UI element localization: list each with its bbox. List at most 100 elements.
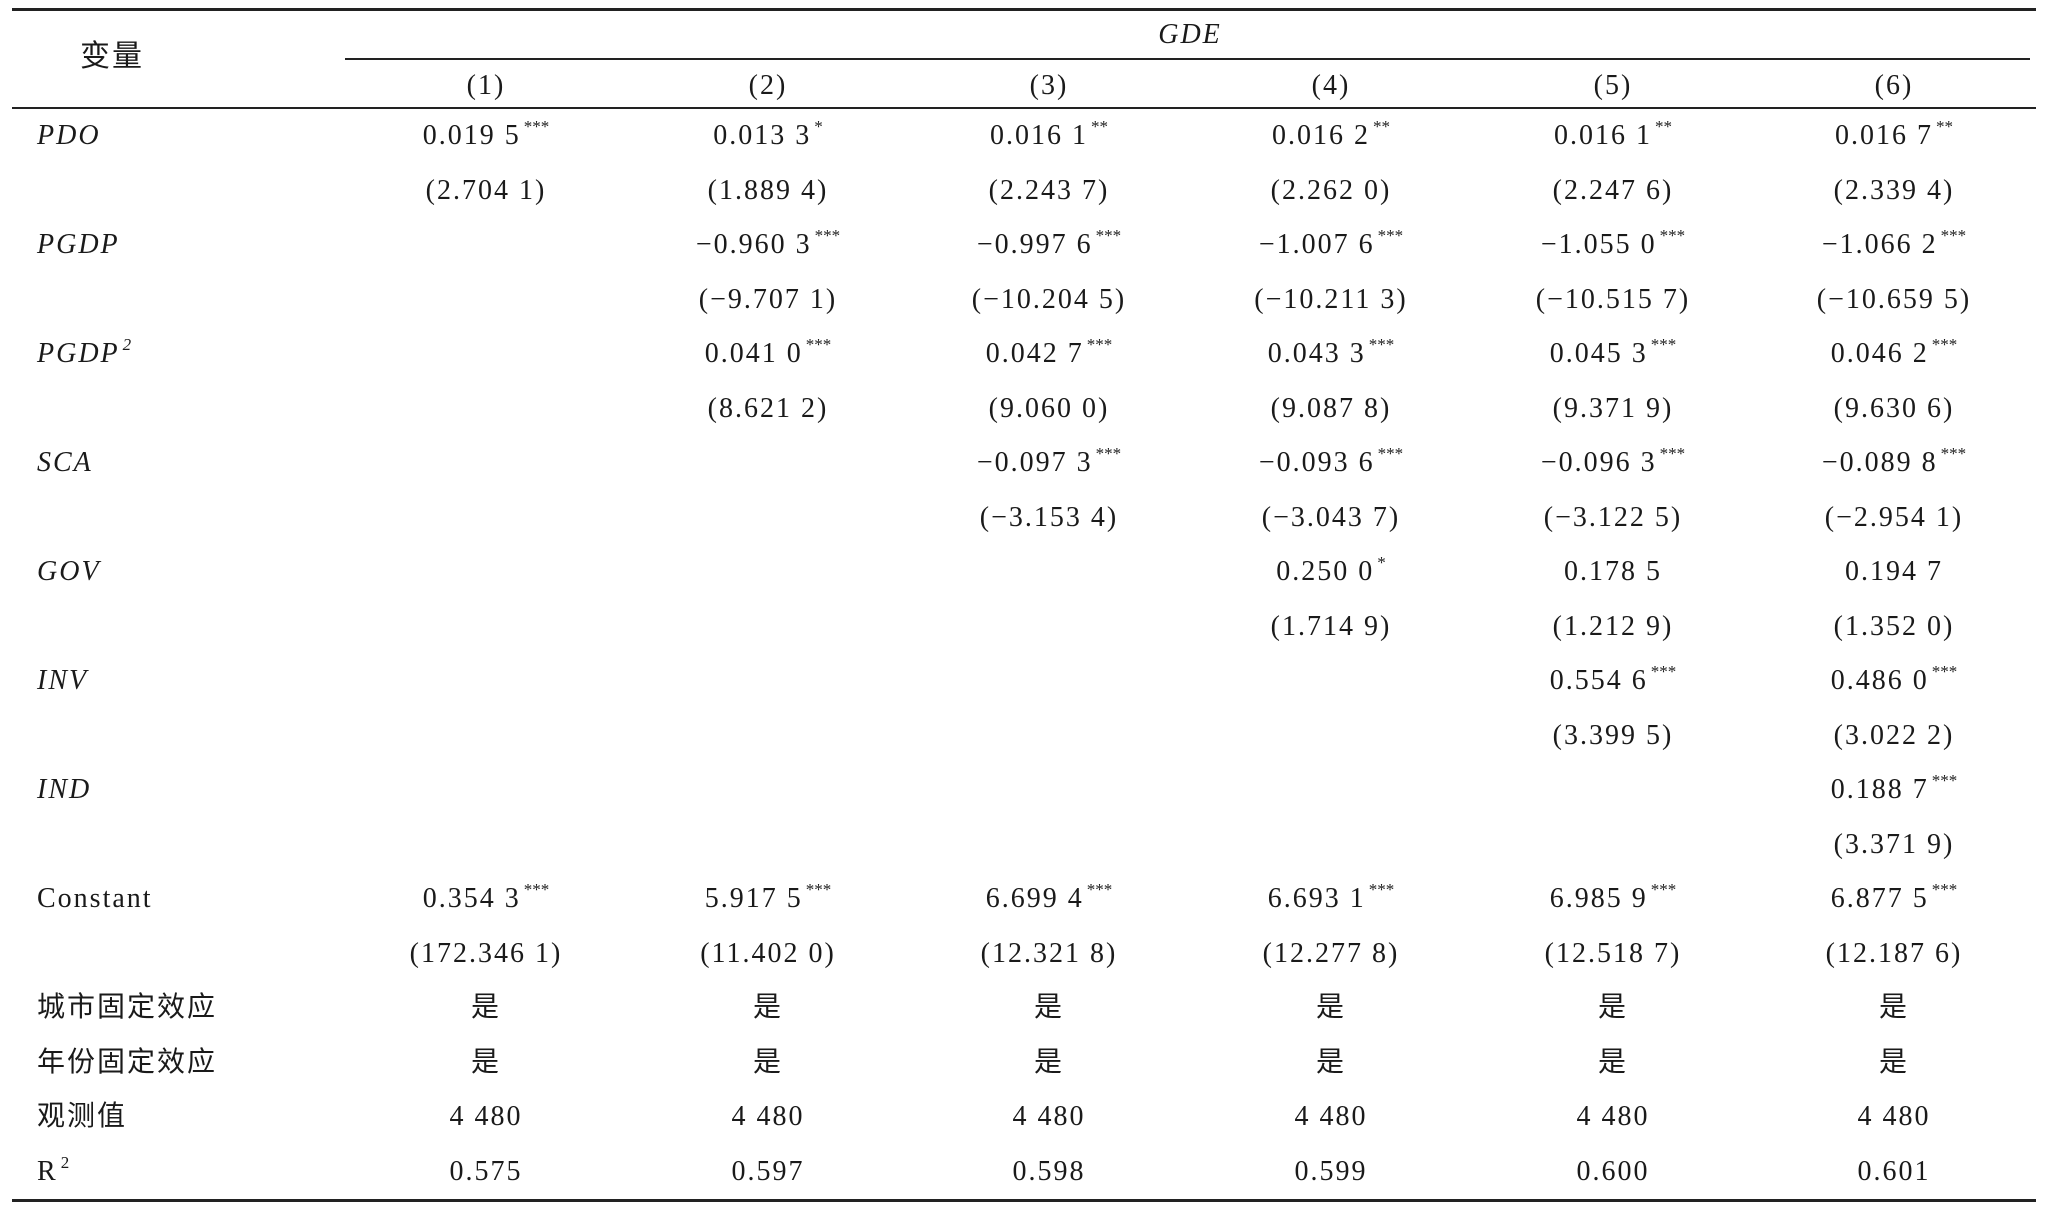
significance-stars: ***	[1095, 226, 1122, 245]
coefficient: −1.055 0 ***	[1473, 218, 1753, 272]
variable-header: 变量	[80, 40, 144, 73]
t-statistic: (3.399 5)	[1473, 709, 1753, 763]
superscript: 2	[122, 335, 134, 354]
coefficient: −0.089 8 ***	[1754, 436, 2034, 490]
footer-value-text: 是	[1315, 992, 1346, 1023]
t-statistic: (2.262 0)	[1191, 164, 1471, 218]
variable-label: Constant	[37, 872, 153, 926]
t-statistic: (12.321 8)	[909, 927, 1189, 981]
t-statistic: (2.704 1)	[346, 164, 626, 218]
coefficient-text: 6.877 5	[1830, 883, 1929, 914]
coefficient: 6.877 5 ***	[1754, 872, 2034, 926]
t-statistic: (8.621 2)	[628, 382, 908, 436]
t-statistic: (11.402 0)	[628, 927, 908, 981]
footer-value-text: 是	[1878, 1046, 1909, 1078]
variable-label-text: Constant	[37, 883, 153, 914]
footer-value: 4 480	[1473, 1090, 1753, 1144]
footer-value: 是	[628, 1036, 908, 1090]
variable-label-text: GOV	[37, 556, 101, 587]
significance-stars: ***	[1659, 444, 1686, 463]
variable-label: PGDP 2	[37, 327, 133, 381]
dependent-variable-rule	[345, 58, 2030, 60]
t-statistic-text: (9.630 6)	[1833, 392, 1955, 424]
column-header-text: (5)	[1593, 70, 1633, 101]
footer-value-text: 4 480	[731, 1101, 805, 1132]
footer-value-text: 4 480	[449, 1101, 523, 1132]
coefficient: 0.486 0 ***	[1754, 654, 2034, 708]
t-statistic-text: (11.402 0)	[700, 937, 836, 969]
significance-stars: ***	[1931, 335, 1958, 354]
footer-label: 年份固定效应	[37, 1036, 217, 1090]
t-statistic-text: (−10.211 3)	[1254, 283, 1408, 315]
column-header: (1)	[346, 59, 626, 113]
t-statistic: (12.518 7)	[1473, 927, 1753, 981]
footer-value: 是	[1191, 981, 1471, 1035]
footer-value: 0.598	[909, 1145, 1189, 1199]
coefficient: 0.250 0 *	[1191, 545, 1471, 599]
t-statistic: (2.247 6)	[1473, 164, 1753, 218]
column-header: (2)	[628, 59, 908, 113]
t-statistic: (9.087 8)	[1191, 382, 1471, 436]
footer-value: 是	[1754, 1036, 2034, 1090]
footer-value: 0.600	[1473, 1145, 1753, 1199]
footer-value-text: 是	[1033, 1046, 1064, 1078]
t-statistic-text: (1.212 9)	[1552, 610, 1674, 642]
coefficient-text: −1.007 6	[1258, 229, 1375, 260]
coefficient-text: 0.016 7	[1835, 120, 1933, 151]
t-statistic-text: (9.371 9)	[1552, 392, 1674, 424]
coefficient-text: 0.016 1	[1554, 120, 1652, 151]
t-statistic: (1.352 0)	[1754, 600, 2034, 654]
footer-value-text: 4 480	[1294, 1101, 1368, 1132]
variable-label: GOV	[37, 545, 101, 599]
t-statistic-text: (−3.043 7)	[1261, 501, 1401, 533]
significance-stars: **	[1091, 117, 1108, 136]
coefficient-text: 6.693 1	[1267, 883, 1366, 914]
significance-stars: ***	[1650, 335, 1677, 354]
coefficient-text: 0.046 2	[1830, 338, 1929, 369]
column-header: (5)	[1473, 59, 1753, 113]
coefficient-text: 0.194 7	[1845, 556, 1943, 587]
coefficient: 0.046 2 ***	[1754, 327, 2034, 381]
coefficient: −0.997 6 ***	[909, 218, 1189, 272]
coefficient: 0.178 5	[1473, 545, 1753, 599]
significance-stars: ***	[1940, 444, 1967, 463]
column-header-text: (3)	[1029, 70, 1069, 101]
coefficient: 0.013 3 *	[628, 109, 908, 163]
coefficient: 0.554 6 ***	[1473, 654, 1753, 708]
footer-value: 0.599	[1191, 1145, 1471, 1199]
t-statistic: (172.346 1)	[346, 927, 626, 981]
significance-stars: ***	[814, 226, 841, 245]
coefficient-text: 6.985 9	[1549, 883, 1648, 914]
footer-value-text: 0.575	[449, 1155, 523, 1187]
coefficient-text: 0.354 3	[422, 883, 521, 914]
significance-stars: ***	[805, 335, 832, 354]
t-statistic-text: (2.339 4)	[1833, 174, 1955, 206]
footer-value: 0.597	[628, 1145, 908, 1199]
coefficient: 6.985 9 ***	[1473, 872, 1753, 926]
coefficient-text: 0.041 0	[704, 338, 803, 369]
t-statistic: (−3.153 4)	[909, 491, 1189, 545]
variable-label-text: PGDP	[37, 229, 120, 260]
significance-stars: ***	[1650, 880, 1677, 899]
significance-stars: ***	[1931, 880, 1958, 899]
footer-value-text: 是	[1597, 992, 1628, 1023]
t-statistic-text: (1.889 4)	[707, 174, 829, 206]
footer-value-text: 0.600	[1576, 1155, 1650, 1187]
significance-stars: ***	[1095, 444, 1122, 463]
significance-stars: ***	[1377, 226, 1404, 245]
t-statistic: (3.022 2)	[1754, 709, 2034, 763]
coefficient: 0.042 7 ***	[909, 327, 1189, 381]
significance-stars: ***	[523, 117, 550, 136]
footer-value: 0.601	[1754, 1145, 2034, 1199]
coefficient-text: 5.917 5	[704, 883, 803, 914]
coefficient-text: −0.960 3	[695, 229, 812, 260]
coefficient-text: −0.997 6	[976, 229, 1093, 260]
t-statistic-text: (2.262 0)	[1270, 174, 1392, 206]
coefficient: 0.016 1 **	[1473, 109, 1753, 163]
t-statistic-text: (−3.122 5)	[1543, 501, 1683, 533]
variable-label-text: SCA	[37, 447, 93, 478]
t-statistic: (3.371 9)	[1754, 818, 2034, 872]
t-statistic-text: (3.371 9)	[1833, 828, 1955, 860]
significance-stars: ***	[523, 880, 550, 899]
coefficient: −0.093 6 ***	[1191, 436, 1471, 490]
